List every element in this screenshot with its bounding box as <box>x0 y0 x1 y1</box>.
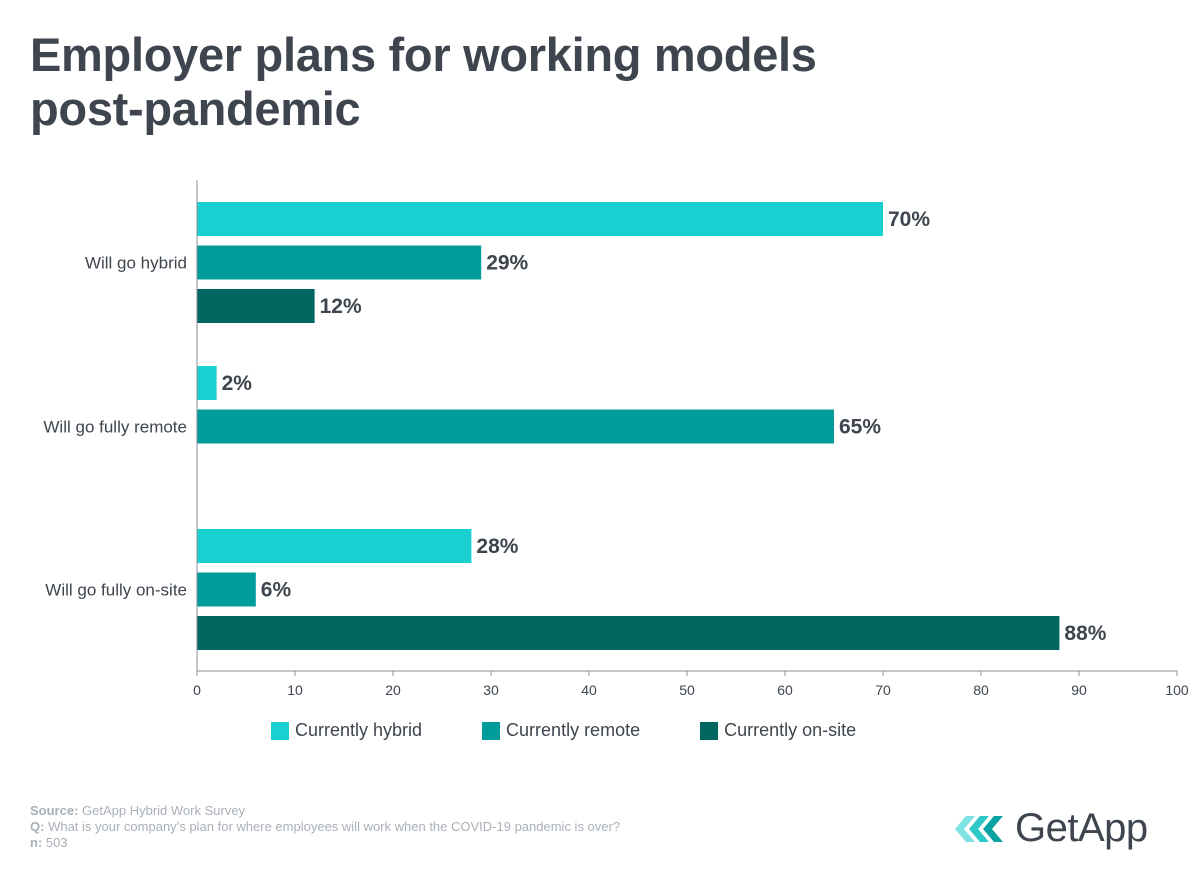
data-label-2-1: 6% <box>261 579 292 602</box>
footer-notes: Source: GetApp Hybrid Work Survey Q: Wha… <box>30 803 620 851</box>
footer-sample: n: 503 <box>30 835 620 851</box>
getapp-chevrons-icon <box>955 815 1003 842</box>
data-label-0-0: 70% <box>888 208 930 231</box>
x-tick-label-7: 70 <box>875 682 891 698</box>
data-label-2-2: 88% <box>1064 622 1106 645</box>
x-tick-label-1: 10 <box>287 682 303 698</box>
logo-text: GetApp <box>1015 806 1148 850</box>
legend-label-onsite: Currently on-site <box>724 720 857 740</box>
x-tick-label-10: 100 <box>1165 682 1189 698</box>
legend-item-hybrid: Currently hybrid <box>271 720 422 741</box>
bar-0-0 <box>197 202 883 236</box>
x-tick-label-9: 90 <box>1071 682 1087 698</box>
bar-0-1 <box>197 245 482 280</box>
x-tick-label-3: 30 <box>483 682 499 698</box>
x-tick-label-4: 40 <box>581 682 597 698</box>
x-tick-label-2: 20 <box>385 682 401 698</box>
bar-1-1 <box>197 409 834 444</box>
data-label-2-0: 28% <box>476 535 518 558</box>
data-label-0-2: 12% <box>320 295 362 318</box>
footer-question: Q: What is your company’s plan for where… <box>30 819 620 835</box>
question-label: Q: <box>30 819 45 834</box>
legend-swatch-remote <box>482 721 501 740</box>
sample-text: 503 <box>42 835 68 850</box>
getapp-logo: GetApp <box>955 806 1148 851</box>
x-tick-label-5: 50 <box>679 682 695 698</box>
chart-title: Employer plans for working models post-p… <box>30 28 817 135</box>
category-label-2: Will go fully on-site <box>45 581 187 600</box>
bar-1-0 <box>197 366 217 400</box>
source-text: GetApp Hybrid Work Survey <box>78 803 246 818</box>
data-label-1-1: 65% <box>839 416 881 439</box>
x-tick-label-6: 60 <box>777 682 793 698</box>
footer-source: Source: GetApp Hybrid Work Survey <box>30 803 620 819</box>
legend-swatch-onsite <box>700 721 719 740</box>
legend-label-hybrid: Currently hybrid <box>295 720 423 740</box>
bar-chart: 70% 29% 12% Will go hybrid 2% 65% Will go full… <box>43 180 1189 698</box>
category-label-1: Will go fully remote <box>43 418 187 437</box>
legend-swatch-hybrid <box>271 721 289 740</box>
legend-label-remote: Currently remote <box>506 720 641 740</box>
bar-2-0 <box>197 529 472 563</box>
bar-2-1 <box>197 572 256 607</box>
legend-item-onsite: Currently on-site <box>700 720 856 741</box>
bar-0-2 <box>197 289 315 323</box>
category-label-0: Will go hybrid <box>85 254 187 273</box>
data-label-1-0: 2% <box>222 372 253 395</box>
legend-item-remote: Currently remote <box>482 720 640 741</box>
sample-label: n: <box>30 835 43 850</box>
x-tick-label-8: 80 <box>973 682 989 698</box>
question-text: What is your company’s plan for where em… <box>44 819 621 834</box>
x-tick-label-0: 0 <box>193 682 201 698</box>
data-label-0-1: 29% <box>486 252 528 275</box>
bar-2-2 <box>197 616 1060 650</box>
source-label: Source: <box>30 803 79 818</box>
legend: Currently hybrid Currently remote Curren… <box>271 720 916 741</box>
